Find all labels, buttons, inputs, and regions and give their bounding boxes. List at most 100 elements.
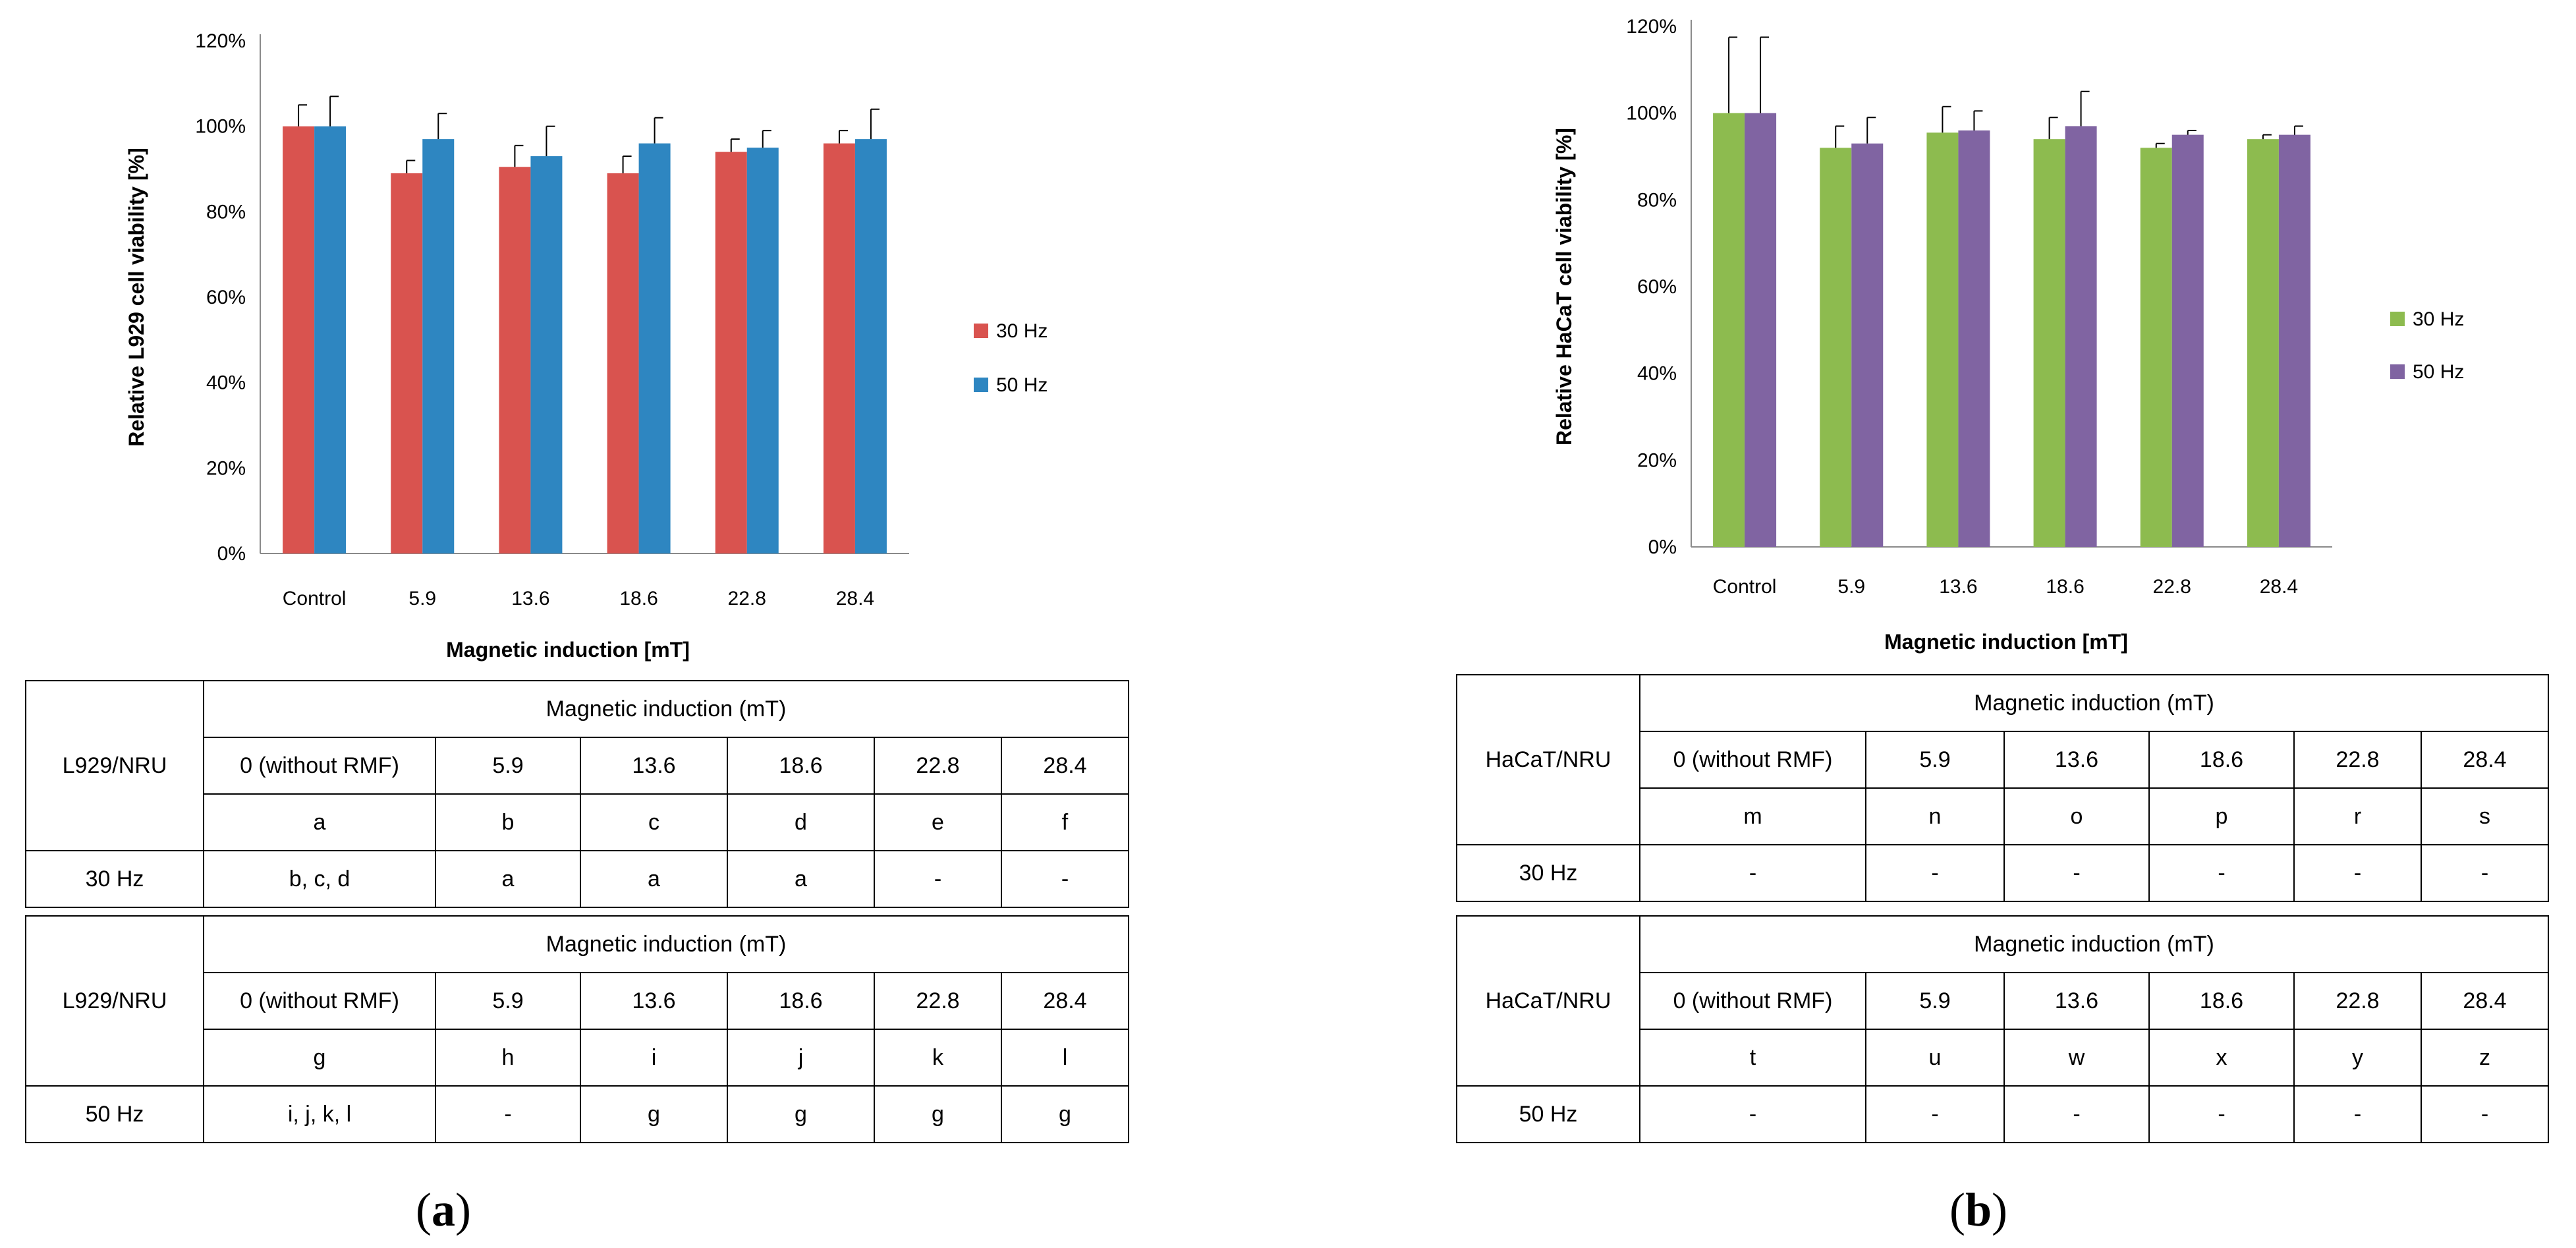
y-tick-label: 80% — [1637, 189, 1677, 211]
significance-cell: g — [874, 1085, 1002, 1143]
induction-value-cell: 18.6 — [2148, 972, 2295, 1030]
bar — [530, 156, 563, 554]
y-tick-label: 0% — [217, 543, 246, 565]
frequency-label: 50 Hz — [25, 1085, 204, 1143]
y-tick-label: 0% — [1648, 536, 1677, 558]
group-letter-cell: a — [203, 793, 436, 851]
bar — [283, 126, 315, 553]
significance-cell: g — [580, 1085, 728, 1143]
y-axis-label: Relative HaCaT cell viability [%] — [1552, 128, 1576, 445]
group-letter-cell: w — [2003, 1029, 2150, 1087]
cell-line-label: L929/NRU — [25, 680, 204, 851]
legend-swatch — [2390, 312, 2405, 326]
bar — [2140, 148, 2172, 548]
bar — [1958, 130, 1990, 547]
group-letter-cell: z — [2421, 1029, 2549, 1087]
significance-cell: i, j, k, l — [203, 1085, 436, 1143]
y-tick-label: 60% — [1637, 276, 1677, 298]
induction-value-cell: 28.4 — [2421, 731, 2549, 789]
significance-table-b-30hz: HaCaT/NRU Magnetic induction (mT) 0 (witho… — [1456, 674, 2549, 902]
group-letter-cell: t — [1639, 1029, 1866, 1087]
bar — [2247, 139, 2279, 547]
panel-a: 0% 20% 40% 60% 80% 100% 120% Control 5.9 13.6 18.6… — [25, 30, 1129, 1236]
x-tick-label: Control — [283, 588, 347, 610]
group-letter-cell: k — [874, 1029, 1002, 1087]
induction-value-cell: 5.9 — [1865, 731, 2005, 789]
induction-value-cell: 22.8 — [2293, 972, 2422, 1030]
significance-cell: a — [727, 850, 875, 908]
x-tick-label: 22.8 — [728, 588, 766, 610]
significance-cell: a — [580, 850, 728, 908]
induction-value-cell: 0 (without RMF) — [203, 737, 436, 795]
panel-b: 0% 20% 40% 60% 80% 100% 120% Control 5.9 13.6 18.6… — [1288, 0, 2576, 1248]
significance-table-a-30hz: L929/NRU Magnetic induction (mT) 0 (withou… — [25, 680, 1129, 908]
cell-line-label: L929/NRU — [25, 915, 204, 1087]
legend-entry: 50 Hz — [996, 374, 1048, 396]
legend-entry: 30 Hz — [2413, 308, 2464, 330]
induction-value-cell: 13.6 — [2003, 972, 2150, 1030]
significance-cell: - — [2003, 1085, 2150, 1143]
induction-value-cell: 0 (without RMF) — [1639, 972, 1866, 1030]
induction-value-cell: 18.6 — [2148, 731, 2295, 789]
group-letter-cell: d — [727, 793, 875, 851]
bar — [638, 143, 671, 554]
frequency-label: 30 Hz — [1456, 844, 1640, 902]
significance-cell: - — [2293, 844, 2422, 902]
frequency-label: 30 Hz — [25, 850, 204, 908]
bar — [391, 173, 423, 553]
group-letter-cell: i — [580, 1029, 728, 1087]
significance-cell: - — [2003, 844, 2150, 902]
bar — [2171, 134, 2204, 548]
cell-line-label: HaCaT/NRU — [1456, 674, 1640, 845]
group-letter-cell: m — [1639, 787, 1866, 845]
cell-line-label: HaCaT/NRU — [1456, 915, 1640, 1087]
bar — [2065, 126, 2097, 547]
group-letter-cell: f — [1001, 793, 1129, 851]
induction-value-cell: 13.6 — [580, 737, 728, 795]
y-tick-label: 120% — [1626, 16, 1677, 38]
significance-cell: - — [1865, 1085, 2005, 1143]
x-tick-label: 18.6 — [2046, 576, 2084, 598]
x-axis-label: Magnetic induction [mT] — [446, 638, 690, 662]
significance-table-b-50hz: HaCaT/NRU Magnetic induction (mT) 0 (witho… — [1456, 915, 2549, 1143]
y-tick-label: 20% — [206, 457, 246, 479]
bar — [2278, 134, 2310, 548]
x-tick-label: 13.6 — [511, 588, 549, 610]
bar — [1820, 148, 1852, 548]
group-letter-cell: g — [203, 1029, 436, 1087]
group-letter-cell: e — [874, 793, 1002, 851]
significance-cell: - — [1865, 844, 2005, 902]
significance-cell: - — [2293, 1085, 2422, 1143]
x-tick-label: 5.9 — [408, 588, 436, 610]
y-tick-label: 100% — [195, 116, 246, 138]
y-tick-label: 60% — [206, 287, 246, 308]
induction-value-cell: 0 (without RMF) — [1639, 731, 1866, 789]
y-tick-label: 80% — [206, 201, 246, 223]
group-letter-cell: c — [580, 793, 728, 851]
significance-cell: - — [1639, 844, 1866, 902]
bar — [854, 139, 887, 553]
induction-value-cell: 18.6 — [727, 737, 875, 795]
y-axis-label: Relative L929 cell viability [%] — [125, 148, 148, 447]
x-tick-label: 18.6 — [619, 588, 658, 610]
caption-a: (a) — [416, 1183, 471, 1236]
induction-header: Magnetic induction (mT) — [1639, 674, 2549, 732]
bar — [1713, 113, 1745, 547]
induction-value-cell: 5.9 — [1865, 972, 2005, 1030]
group-letter-cell: h — [435, 1029, 581, 1087]
bar — [422, 139, 455, 553]
group-letter-cell: r — [2293, 787, 2422, 845]
significance-cell: g — [727, 1085, 875, 1143]
significance-cell: - — [2148, 844, 2295, 902]
y-tick-label: 20% — [1637, 449, 1677, 471]
significance-cell: - — [1639, 1085, 1866, 1143]
y-tick-label: 40% — [206, 372, 246, 394]
x-axis-label: Magnetic induction [mT] — [1884, 630, 2128, 654]
significance-cell: - — [435, 1085, 581, 1143]
induction-header: Magnetic induction (mT) — [203, 680, 1129, 738]
legend-swatch — [974, 378, 988, 392]
group-letter-cell: n — [1865, 787, 2005, 845]
chart-a: 0% 20% 40% 60% 80% 100% 120% Control 5.9 13.6 18.6… — [125, 30, 1048, 662]
x-tick-label: 5.9 — [1837, 576, 1865, 598]
induction-value-cell: 18.6 — [727, 972, 875, 1030]
